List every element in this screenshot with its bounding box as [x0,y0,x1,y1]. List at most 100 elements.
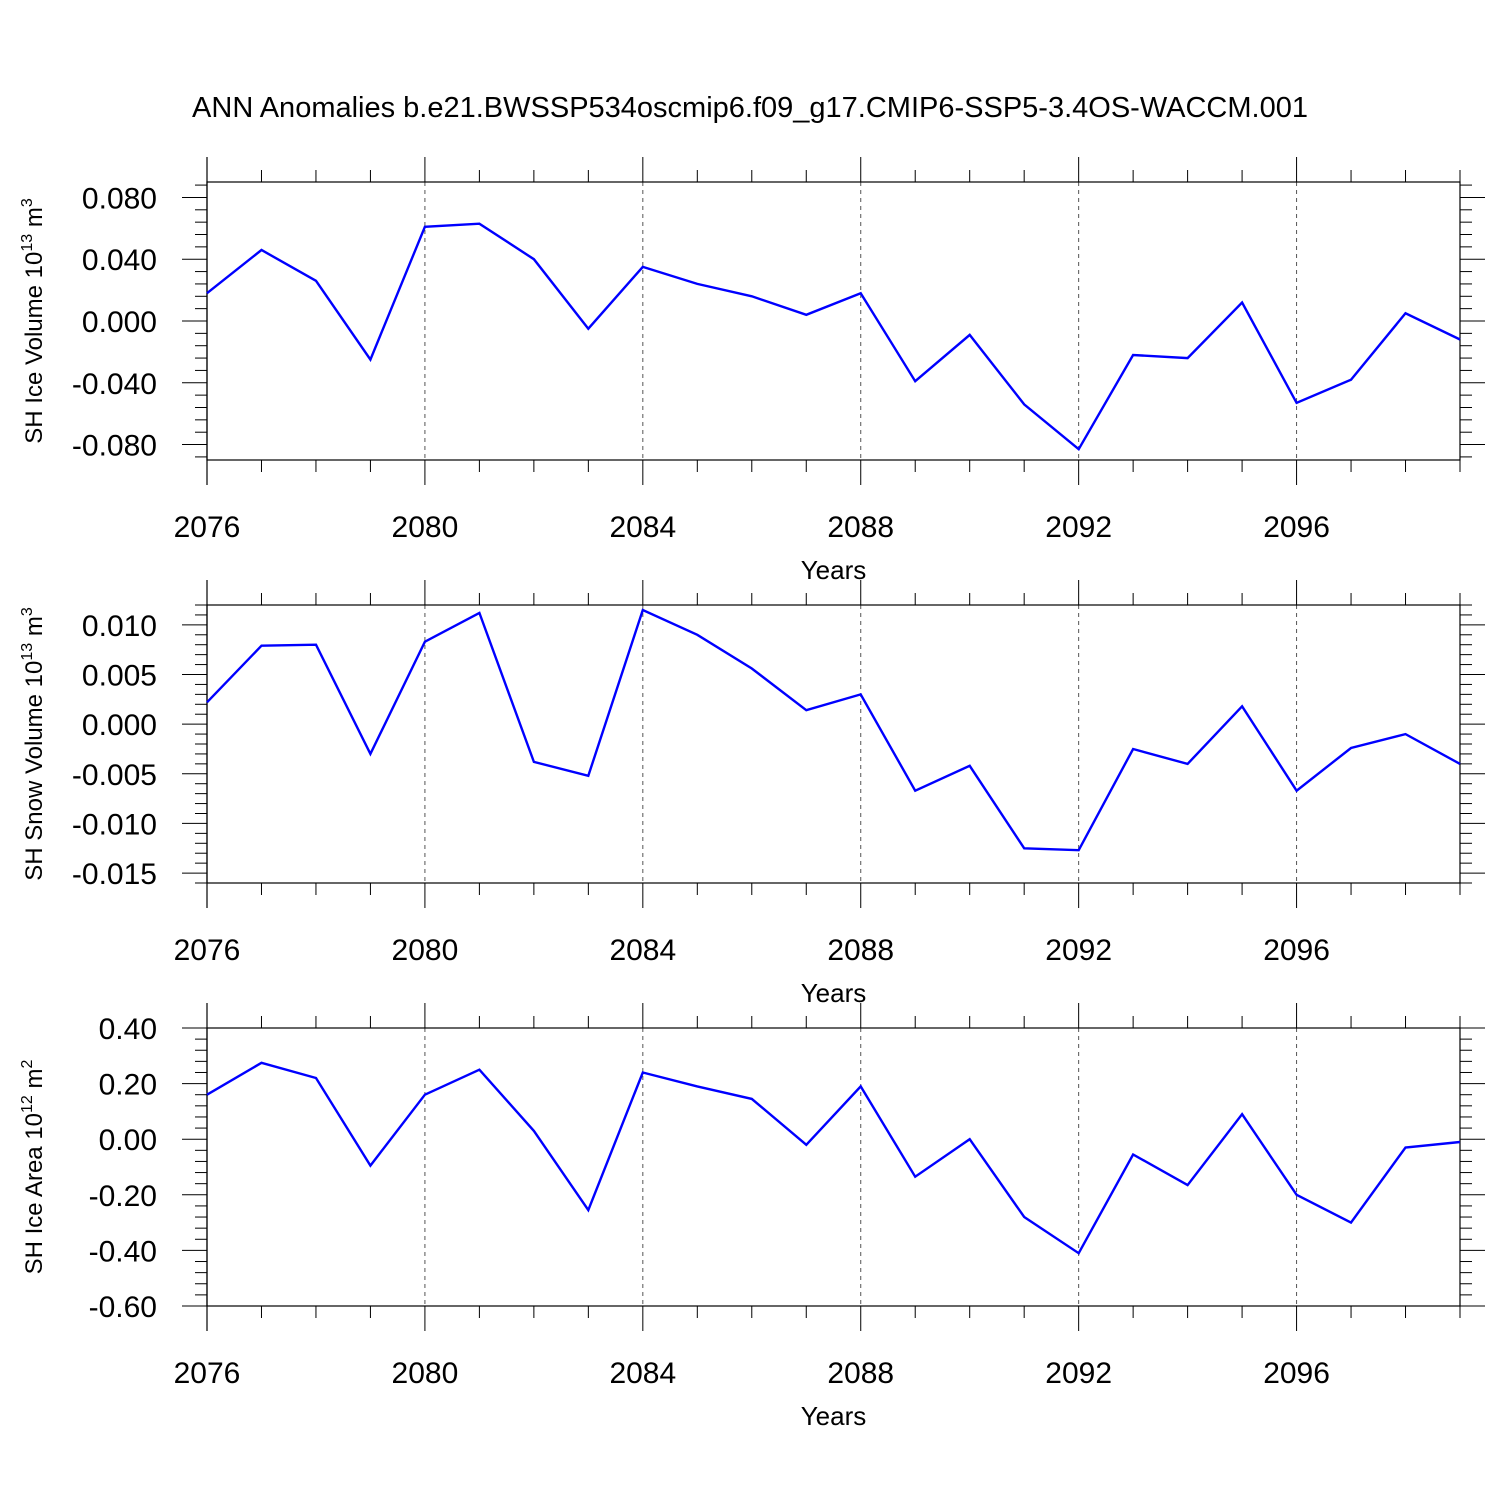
x-tick-label: 2088 [827,1357,894,1390]
snow-volume-point [1131,747,1135,751]
ice-area-point [1022,1215,1026,1219]
snow-volume-point [804,708,808,712]
y-tick-label: -0.20 [89,1180,157,1213]
x-tick-label: 2092 [1045,934,1112,967]
ice-area-point [1077,1251,1081,1255]
ice-area-series-line [206,1061,1461,1255]
figure-title: ANN Anomalies b.e21.BWSSP534oscmip6.f09_… [192,92,1308,124]
y-tick-label: 0.080 [82,182,157,215]
snow-volume-point [968,764,972,768]
ice-area-point [1295,1193,1299,1197]
x-tick-label: 2076 [174,934,241,967]
snow-volume-point [368,752,372,756]
x-tick-label: 2084 [609,934,676,967]
ice-area-point [913,1175,917,1179]
snow-volume-point [859,692,863,696]
snow-volume-point [1458,762,1462,766]
x-tick-label: 2084 [609,1357,676,1390]
ice-area-point [1240,1112,1244,1116]
plot-frame [206,604,1461,884]
x-tick-label: 2076 [174,1357,241,1390]
y-tick-label: 0.000 [82,306,157,339]
ice-area-point [314,1076,318,1080]
ice-area-point [532,1129,536,1133]
y-tick-label: -0.60 [89,1291,157,1324]
x-tick-label: 2084 [609,511,676,544]
snow-volume-point [205,700,209,704]
snow-volume-point [1295,789,1299,793]
x-tick-label: 2096 [1263,934,1330,967]
ice-volume-point [1295,401,1299,405]
snow-volume-point [1404,732,1408,736]
y-tick-label: 0.040 [82,244,157,277]
snow-volume-point [532,760,536,764]
ice-area-point [1404,1146,1408,1150]
ice-area-point [641,1070,645,1074]
y-axis-label: SH Snow Volume 1013 m3 [19,607,48,881]
ice-area-point [368,1164,372,1168]
ice-volume-point [1349,378,1353,382]
ice-area-point [1186,1183,1190,1187]
snow-volume-point [1022,846,1026,850]
ice-volume-point [368,358,372,362]
ice-area-point [586,1208,590,1212]
y-tick-label: 0.010 [82,610,157,643]
y-tick-label: -0.010 [72,808,157,841]
snow-volume-point [314,643,318,647]
y-axis-label: SH Ice Volume 1013 m3 [19,198,48,444]
ice-volume-point [1186,356,1190,360]
ice-volume-point [314,279,318,283]
x-axis-label: Years [801,978,867,1008]
snow-volume-point [423,640,427,644]
snow-volume-point [1349,746,1353,750]
snow-volume-point [1240,704,1244,708]
ice-volume-point [804,313,808,317]
ice-area-point [1458,1140,1462,1144]
snow-volume-point [1077,848,1081,852]
plot-frame [206,181,1461,461]
snow-volume-point [750,667,754,671]
ice-volume-point [1022,402,1026,406]
y-tick-label: 0.00 [99,1124,157,1157]
ice-volume-point [1404,311,1408,315]
snow-volume-point [641,608,645,612]
x-tick-label: 2092 [1045,1357,1112,1390]
y-axis-label: SH Ice Area 1012 m2 [19,1060,48,1275]
y-tick-label: 0.40 [99,1013,157,1046]
snow-volume-point [1186,762,1190,766]
y-tick-label: -0.040 [72,368,157,401]
ice-volume-panel: 0.080 0.040 0.000 -0.040 -0.080 2076 2080 2084 2… [19,157,1485,585]
snow-volume-point [586,774,590,778]
x-tick-label: 2088 [827,511,894,544]
ice-volume-point [259,248,263,252]
ice-volume-point [205,291,209,295]
snow-volume-panel: 0.010 0.005 0.000 -0.005 -0.010 -0.015 2076 208… [19,580,1485,1008]
ice-volume-point [477,222,481,226]
y-tick-label: -0.015 [72,858,157,891]
x-tick-label: 2096 [1263,511,1330,544]
ice-area-point [859,1084,863,1088]
ice-volume-point [859,291,863,295]
ice-volume-point [1240,300,1244,304]
snow-volume-point [477,611,481,615]
ice-area-point [804,1143,808,1147]
x-tick-label: 2076 [174,511,241,544]
snow-volume-point [695,633,699,637]
ice-volume-point [1458,338,1462,342]
y-tick-label: 0.005 [82,660,157,693]
ice-area-point [1349,1221,1353,1225]
ice-volume-point [532,257,536,261]
ice-volume-point [641,265,645,269]
x-tick-label: 2080 [392,511,459,544]
snow-volume-series-line [206,608,1461,852]
plot-frame [206,1027,1461,1307]
x-axis-label: Years [801,555,867,585]
y-tick-label: 0.000 [82,709,157,742]
ice-volume-point [1131,353,1135,357]
x-tick-label: 2092 [1045,511,1112,544]
y-tick-label: -0.40 [89,1235,157,1268]
ice-volume-point [968,333,972,337]
x-tick-label: 2080 [392,934,459,967]
snow-volume-point [259,644,263,648]
